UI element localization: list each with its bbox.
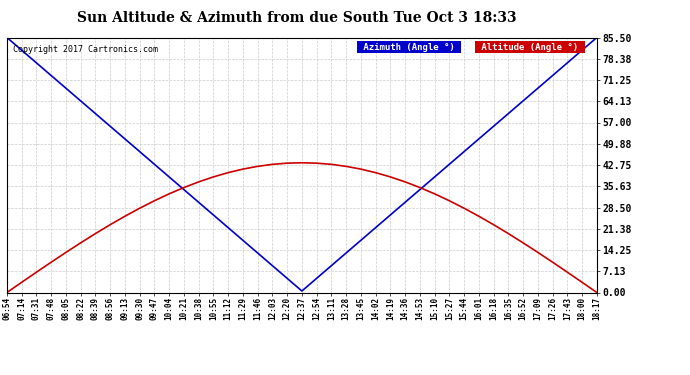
Text: Altitude (Angle °): Altitude (Angle °) (476, 43, 584, 52)
Text: Sun Altitude & Azimuth from due South Tue Oct 3 18:33: Sun Altitude & Azimuth from due South Tu… (77, 11, 517, 25)
Text: Copyright 2017 Cartronics.com: Copyright 2017 Cartronics.com (13, 45, 158, 54)
Text: Azimuth (Angle °): Azimuth (Angle °) (358, 43, 460, 52)
